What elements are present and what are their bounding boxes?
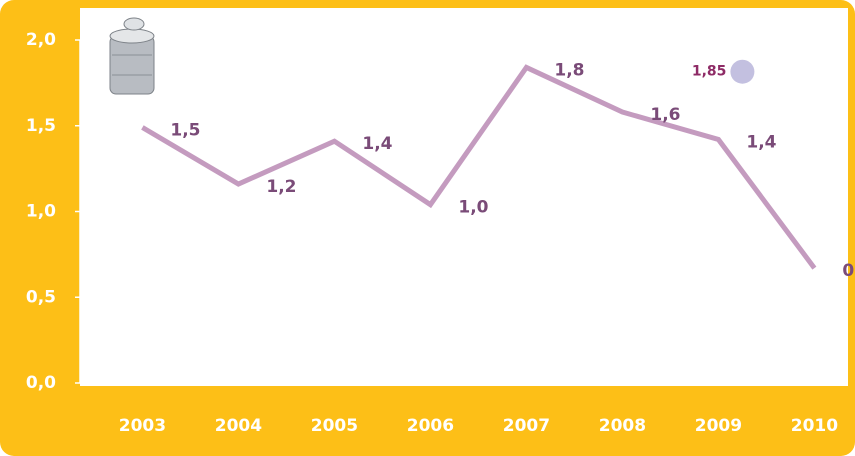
data-label: 1,8 xyxy=(554,60,584,80)
x-tick-label: 2008 xyxy=(599,416,646,436)
data-label: 1,6 xyxy=(650,105,680,125)
plot-area xyxy=(80,8,848,386)
data-label: 1,4 xyxy=(746,132,776,152)
annotation-label: 1,85 xyxy=(692,64,727,80)
x-tick-label: 2005 xyxy=(311,416,358,436)
line xyxy=(141,64,817,270)
can-icon xyxy=(109,17,155,95)
x-tick-label: 2003 xyxy=(119,416,166,436)
data-label: 1,2 xyxy=(266,177,296,197)
y-tick-label: 0,5 xyxy=(26,287,56,307)
x-tick-label: 2007 xyxy=(503,416,550,436)
y-tick-label: 0,0 xyxy=(26,373,56,393)
data-label: 1,5 xyxy=(170,120,200,140)
x-tick-label: 2009 xyxy=(695,416,742,436)
data-label: 0,7 xyxy=(842,261,855,281)
y-tick-label: 2,0 xyxy=(26,30,56,50)
y-tick-label: 1,5 xyxy=(26,116,56,136)
annotation-marker xyxy=(730,59,755,84)
x-tick-label: 2006 xyxy=(407,416,454,436)
data-label: 1,0 xyxy=(458,198,488,218)
data-label: 1,4 xyxy=(362,134,392,154)
y-tick-label: 1,0 xyxy=(26,202,56,222)
x-tick-label: 2010 xyxy=(791,416,838,436)
x-tick-label: 2004 xyxy=(215,416,262,436)
